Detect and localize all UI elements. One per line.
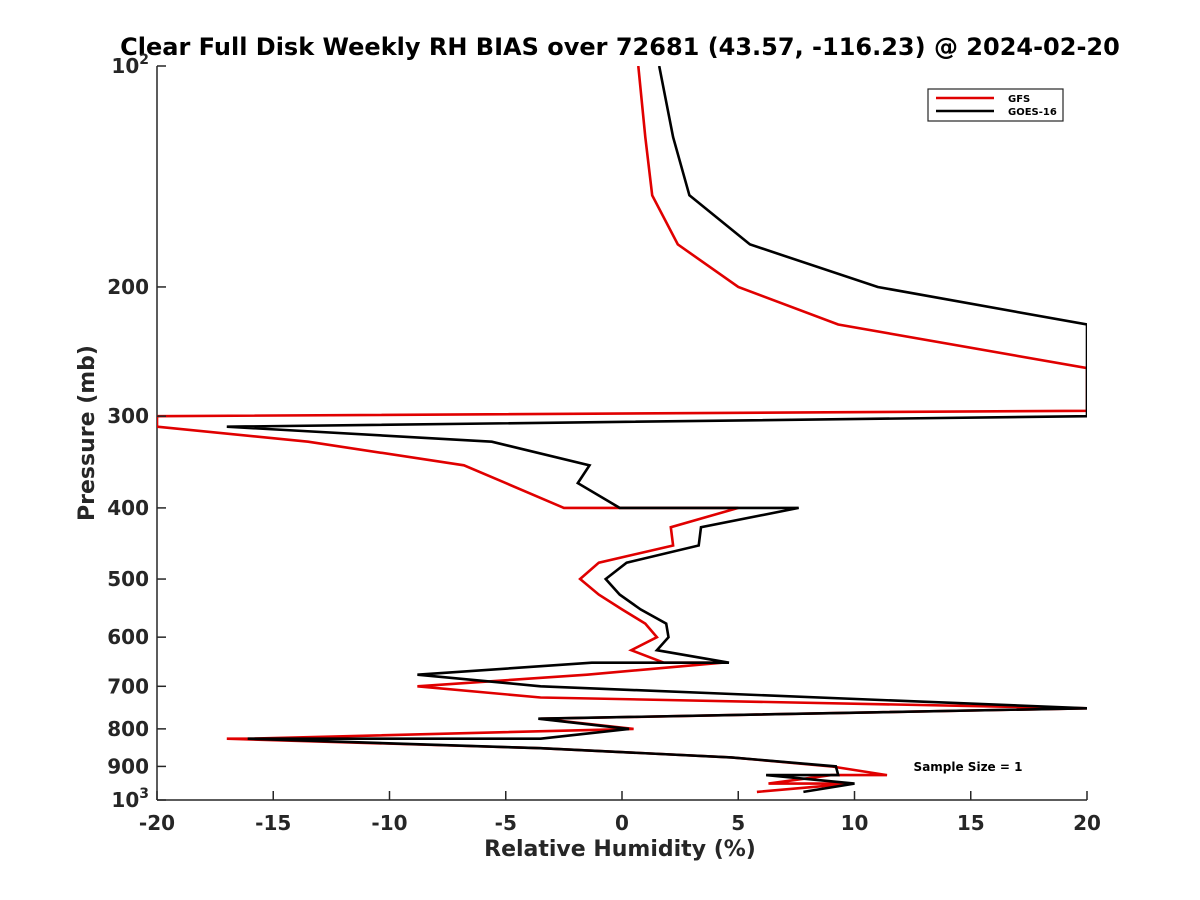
y-axis-ticks: 102 200 300 400 500 600 700 800 900 103 (107, 52, 166, 812)
x-axis-ticks: -20 -15 -10 -5 0 5 10 15 20 (139, 791, 1101, 835)
sample-size-note: Sample Size = 1 (914, 760, 1023, 774)
legend: GFS GOES-16 (927, 88, 1064, 122)
x-tick-label: -15 (255, 811, 291, 835)
x-tick-label: 20 (1073, 811, 1101, 835)
x-tick-label: 0 (615, 811, 629, 835)
x-axis-label: Relative Humidity (%) (484, 837, 756, 862)
legend-label: GFS (1008, 94, 1030, 105)
x-tick-label: 10 (841, 811, 869, 835)
y-tick-label: 800 (107, 717, 149, 741)
x-tick-label: -10 (371, 811, 407, 835)
y-tick-label: 400 (107, 496, 149, 520)
y-tick-label: 103 (111, 786, 149, 812)
y-tick-label: 200 (107, 275, 149, 299)
y-tick-label: 500 (107, 567, 149, 591)
x-tick-label: -20 (139, 811, 175, 835)
series-line-gfs (157, 66, 1087, 794)
legend-box (927, 88, 1064, 122)
series-lines (157, 66, 1087, 794)
x-tick-label: 5 (731, 811, 745, 835)
x-tick-label: 15 (957, 811, 985, 835)
y-axis-label: Pressure (mb) (75, 345, 100, 521)
y-tick-label: 900 (107, 754, 149, 778)
y-tick-label: 102 (111, 52, 149, 78)
x-tick-label: -5 (495, 811, 517, 835)
y-tick-label: 600 (107, 625, 149, 649)
y-tick-label: 300 (107, 404, 149, 428)
legend-label: GOES-16 (1008, 107, 1057, 118)
series-line-goes-16 (226, 66, 1087, 794)
chart-title: Clear Full Disk Weekly RH BIAS over 7268… (120, 33, 1120, 61)
y-tick-label: 700 (107, 674, 149, 698)
